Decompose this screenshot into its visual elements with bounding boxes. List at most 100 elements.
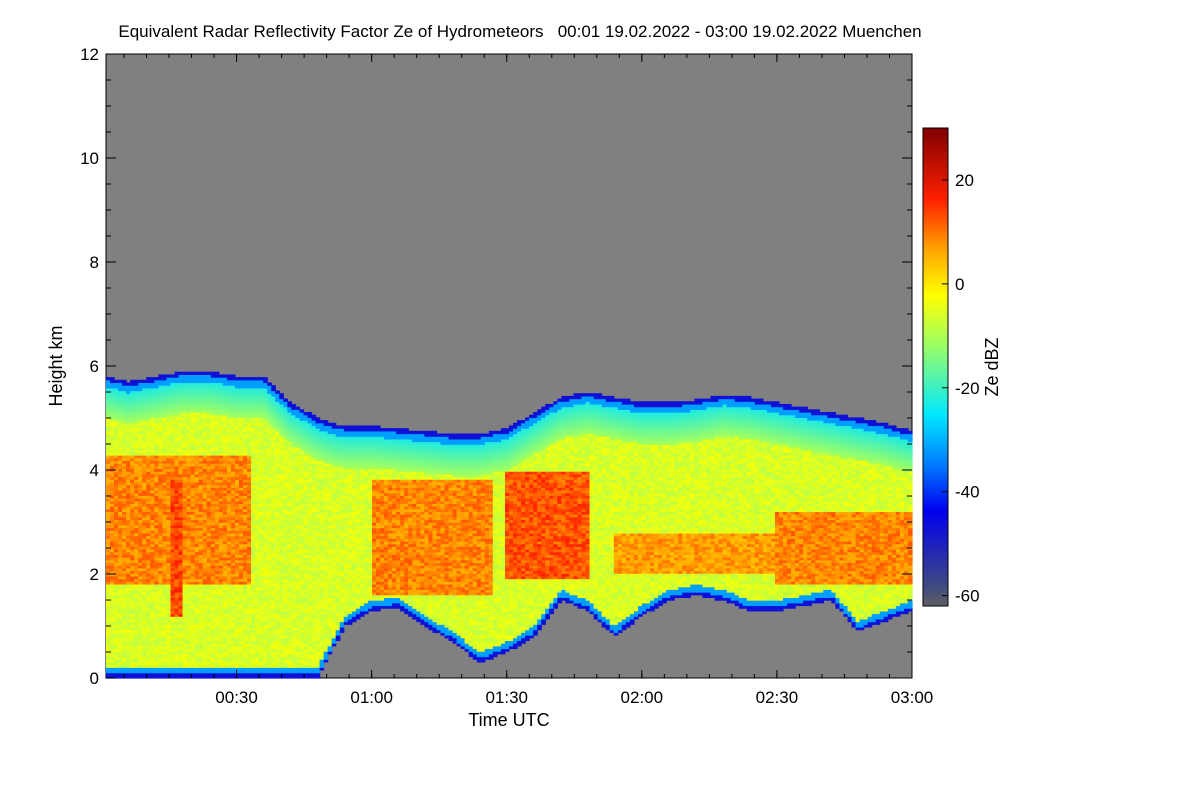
ze-cell (190, 457, 196, 461)
ze-cell (267, 382, 272, 386)
ze-cell (110, 535, 115, 539)
ze-cell (206, 519, 212, 523)
ze-cell (150, 387, 155, 392)
ze-cell (114, 465, 119, 470)
ze-cell (158, 629, 164, 633)
ze-cell (166, 511, 172, 515)
ze-cell (146, 557, 151, 561)
ze-cell (166, 653, 172, 658)
ze-cell (114, 624, 119, 628)
ze-cell (146, 430, 151, 435)
ze-cell (142, 471, 147, 475)
ze-cell (126, 672, 131, 676)
ze-cell (126, 403, 131, 408)
ze-cell (182, 624, 188, 628)
ze-cell (110, 390, 115, 394)
ze-cell (158, 592, 164, 596)
ze-cell (138, 468, 143, 472)
ze-cell (134, 382, 139, 386)
ze-cell (182, 414, 188, 418)
ze-cell (182, 637, 188, 641)
ze-cell (138, 661, 143, 666)
ze-cell (154, 613, 159, 617)
ze-cell (162, 535, 168, 539)
ze-cell (134, 583, 139, 588)
ze-cell (138, 648, 143, 652)
ze-cell (194, 403, 200, 408)
ze-cell (126, 428, 131, 432)
ze-cell (166, 562, 172, 566)
ze-cell (182, 567, 188, 572)
ze-cell (178, 438, 184, 443)
ze-cell (154, 570, 159, 574)
ze-cell (186, 626, 192, 631)
ze-cell (198, 651, 204, 655)
ze-cell (134, 656, 139, 660)
ze-cell (114, 656, 119, 660)
ze-cell (186, 495, 192, 499)
ze-cell (154, 621, 159, 625)
ze-cell (158, 444, 164, 448)
ze-cell (134, 401, 139, 405)
ze-cell (178, 618, 184, 623)
ze-cell (154, 562, 159, 566)
ze-cell (142, 420, 147, 424)
ze-cell (118, 578, 123, 582)
ze-cell (194, 626, 200, 631)
ze-cell (154, 422, 159, 427)
ze-cell (174, 422, 180, 427)
ze-cell (174, 578, 180, 582)
ze-cell (146, 667, 151, 671)
ze-cell (170, 444, 176, 448)
ze-cell (106, 616, 111, 620)
ze-cell (170, 438, 176, 443)
ze-cell (166, 417, 172, 421)
ze-cell (150, 661, 155, 666)
ze-cell (170, 540, 176, 545)
ze-cell (162, 659, 168, 663)
ze-cell (146, 379, 151, 384)
ze-cell (130, 379, 135, 384)
ze-cell (162, 626, 168, 631)
ze-cell (154, 618, 159, 623)
ze-cell (174, 581, 180, 585)
ze-cell (142, 554, 147, 558)
ze-cell (182, 592, 188, 596)
ze-cell (170, 629, 176, 633)
ze-cell (170, 613, 176, 617)
ze-cell (206, 600, 212, 604)
ze-cell (174, 500, 180, 504)
ze-cell (106, 605, 111, 609)
ze-cell (142, 602, 147, 607)
ze-cell (166, 393, 172, 397)
ze-cell (154, 640, 159, 644)
ze-cell (186, 446, 192, 451)
ze-cell (194, 661, 200, 666)
ze-cell (162, 573, 168, 577)
ze-cell (198, 532, 204, 537)
ze-cell (154, 409, 159, 413)
ze-cell (146, 398, 151, 402)
ze-cell (194, 629, 200, 633)
ze-cell (114, 600, 119, 604)
ze-cell (158, 573, 164, 577)
ze-cell (174, 455, 180, 459)
ze-cell (206, 492, 212, 496)
ze-cell (178, 540, 184, 545)
ze-cell (158, 516, 164, 521)
ze-cell (158, 441, 164, 445)
ze-cell (198, 632, 204, 636)
ze-cell (190, 412, 196, 416)
ze-cell (194, 610, 200, 615)
ze-cell (186, 583, 192, 588)
ze-cell (190, 425, 196, 429)
ze-cell (150, 446, 155, 451)
ze-cell (178, 436, 184, 440)
ze-cell (130, 543, 135, 547)
ze-cell (122, 412, 127, 416)
ze-cell (198, 567, 204, 572)
ze-cell (178, 382, 184, 386)
ze-cell (154, 608, 159, 612)
ze-cell (202, 393, 208, 397)
ze-cell (162, 632, 168, 636)
